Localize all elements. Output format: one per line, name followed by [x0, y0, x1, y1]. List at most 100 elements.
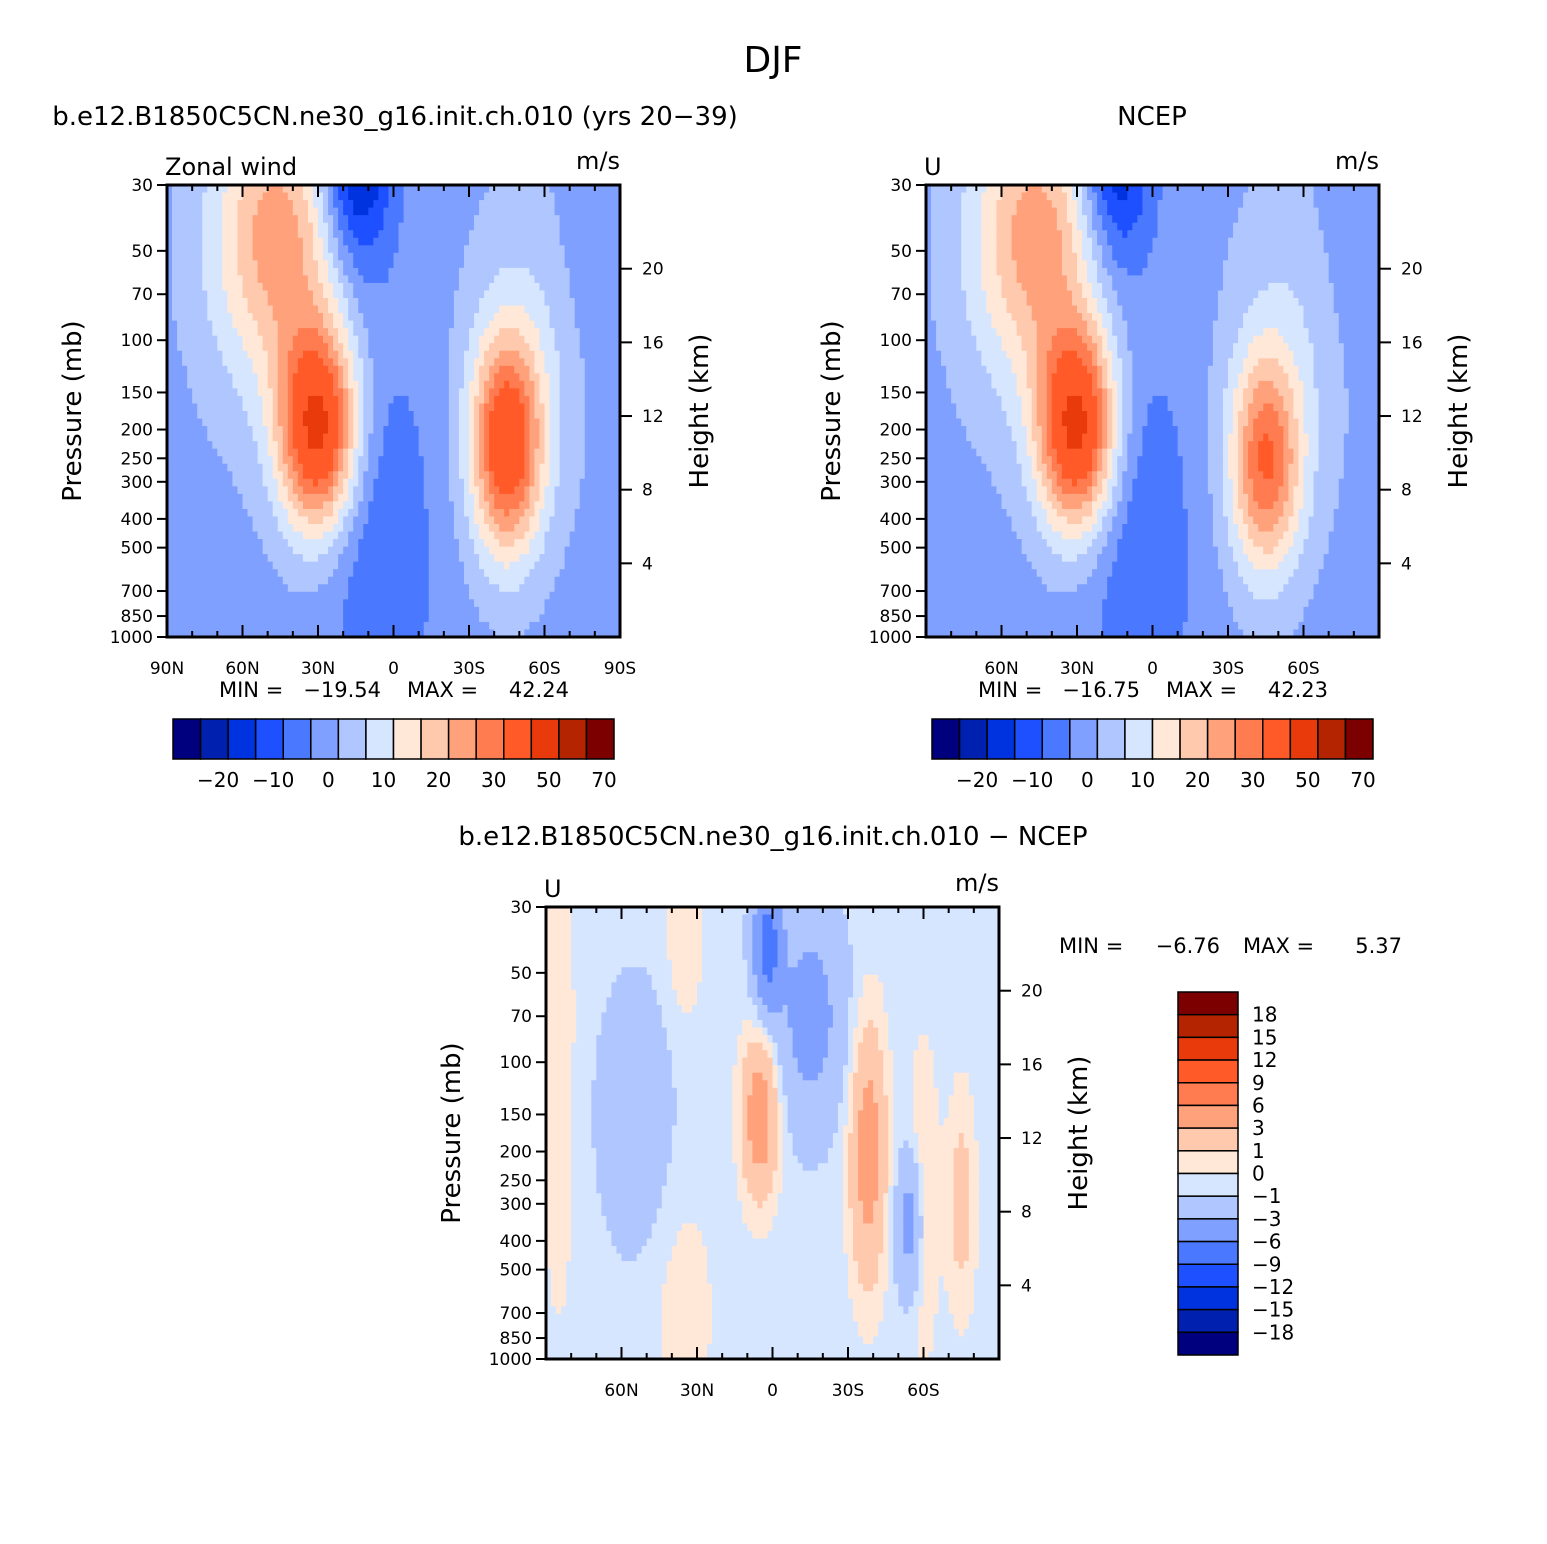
contour-cell	[504, 584, 510, 593]
contour-cell	[262, 358, 269, 367]
contour-cell	[217, 230, 223, 239]
contour-cell	[343, 584, 349, 593]
contour-cell	[262, 380, 269, 389]
contour-cell	[363, 192, 369, 201]
contour-cell	[167, 230, 173, 239]
contour-cell	[353, 215, 359, 224]
contour-cell	[393, 313, 400, 322]
contour-cell	[262, 313, 269, 322]
contour-cell	[277, 599, 284, 608]
contour-cell	[267, 215, 274, 224]
contour-cell	[403, 320, 410, 329]
contour-cell	[514, 426, 520, 435]
contour-cell	[448, 215, 455, 224]
contour-cell	[343, 546, 349, 555]
contour-cell	[463, 516, 470, 525]
contour-cell	[302, 493, 309, 502]
contour-cell	[554, 215, 561, 224]
contour-cell	[227, 222, 234, 231]
contour-cell	[338, 411, 344, 420]
contour-cell	[408, 463, 415, 472]
contour-cell	[252, 350, 259, 359]
contour-cell	[534, 561, 541, 570]
contour-cell	[479, 516, 485, 525]
contour-cell	[197, 448, 203, 457]
contour-cell	[348, 493, 354, 502]
contour-cell	[403, 343, 410, 352]
contour-cell	[514, 350, 520, 359]
contour-cell	[252, 576, 259, 585]
contour-cell	[428, 614, 435, 623]
contour-cell	[222, 524, 228, 533]
contour-cell	[348, 192, 354, 201]
contour-cell	[388, 260, 395, 269]
contour-cell	[257, 418, 264, 427]
contour-cell	[252, 185, 259, 194]
contour-cell	[479, 524, 485, 533]
contour-cell	[554, 501, 561, 510]
contour-cell	[418, 426, 425, 435]
contour-cell	[509, 471, 515, 480]
contour-cell	[514, 501, 520, 510]
contour-cell	[579, 343, 586, 352]
contour-cell	[262, 290, 269, 299]
contour-cell	[307, 569, 314, 578]
contour-cell	[202, 298, 208, 307]
contour-cell	[458, 192, 465, 201]
contour-cell	[227, 335, 234, 344]
contour-cell	[227, 554, 234, 563]
contour-cell	[378, 471, 385, 480]
contour-cell	[307, 554, 314, 563]
contour-cell	[504, 320, 510, 329]
contour-cell	[272, 222, 279, 231]
contour-cell	[227, 493, 234, 502]
contour-cell	[282, 569, 289, 578]
contour-cell	[292, 576, 299, 585]
contour-cell	[539, 245, 546, 254]
contour-cell	[423, 441, 430, 450]
contour-cell	[257, 569, 264, 578]
contour-cell	[242, 531, 249, 540]
contour-cell	[222, 501, 228, 510]
contour-cell	[514, 411, 520, 420]
contour-cell	[292, 313, 299, 322]
contour-cell	[398, 222, 405, 231]
contour-cell	[237, 230, 244, 239]
contour-cell	[353, 486, 359, 495]
contour-cell	[494, 591, 500, 600]
contour-cell	[177, 621, 183, 631]
contour-cell	[353, 621, 359, 631]
contour-cell	[232, 215, 239, 224]
contour-cell	[267, 531, 274, 540]
contour-cell	[479, 441, 485, 450]
contour-cell	[413, 471, 420, 480]
contour-cell	[302, 539, 309, 548]
contour-cell	[559, 320, 566, 329]
contour-cell	[413, 539, 420, 548]
contour-cell	[222, 305, 228, 314]
contour-cell	[448, 298, 455, 307]
contour-cell	[272, 380, 279, 389]
contour-cell	[514, 629, 520, 638]
contour-cell	[489, 358, 495, 367]
contour-cell	[393, 584, 400, 593]
contour-cell	[544, 305, 551, 314]
contour-cell	[443, 448, 450, 457]
contour-cell	[433, 358, 440, 367]
contour-cell	[247, 395, 254, 405]
contour-cell	[252, 298, 259, 307]
contour-cell	[544, 426, 551, 435]
contour-cell	[222, 343, 228, 352]
contour-cell	[267, 222, 274, 231]
contour-cell	[323, 365, 329, 374]
contour-cell	[383, 185, 390, 194]
contour-cell	[489, 561, 495, 570]
contour-cell	[438, 478, 445, 487]
contour-cell	[348, 621, 354, 631]
contour-cell	[438, 403, 445, 412]
contour-cell	[237, 403, 244, 412]
contour-cell	[378, 516, 385, 525]
contour-cell	[172, 516, 178, 525]
contour-cell	[413, 343, 420, 352]
contour-cell	[328, 606, 334, 615]
